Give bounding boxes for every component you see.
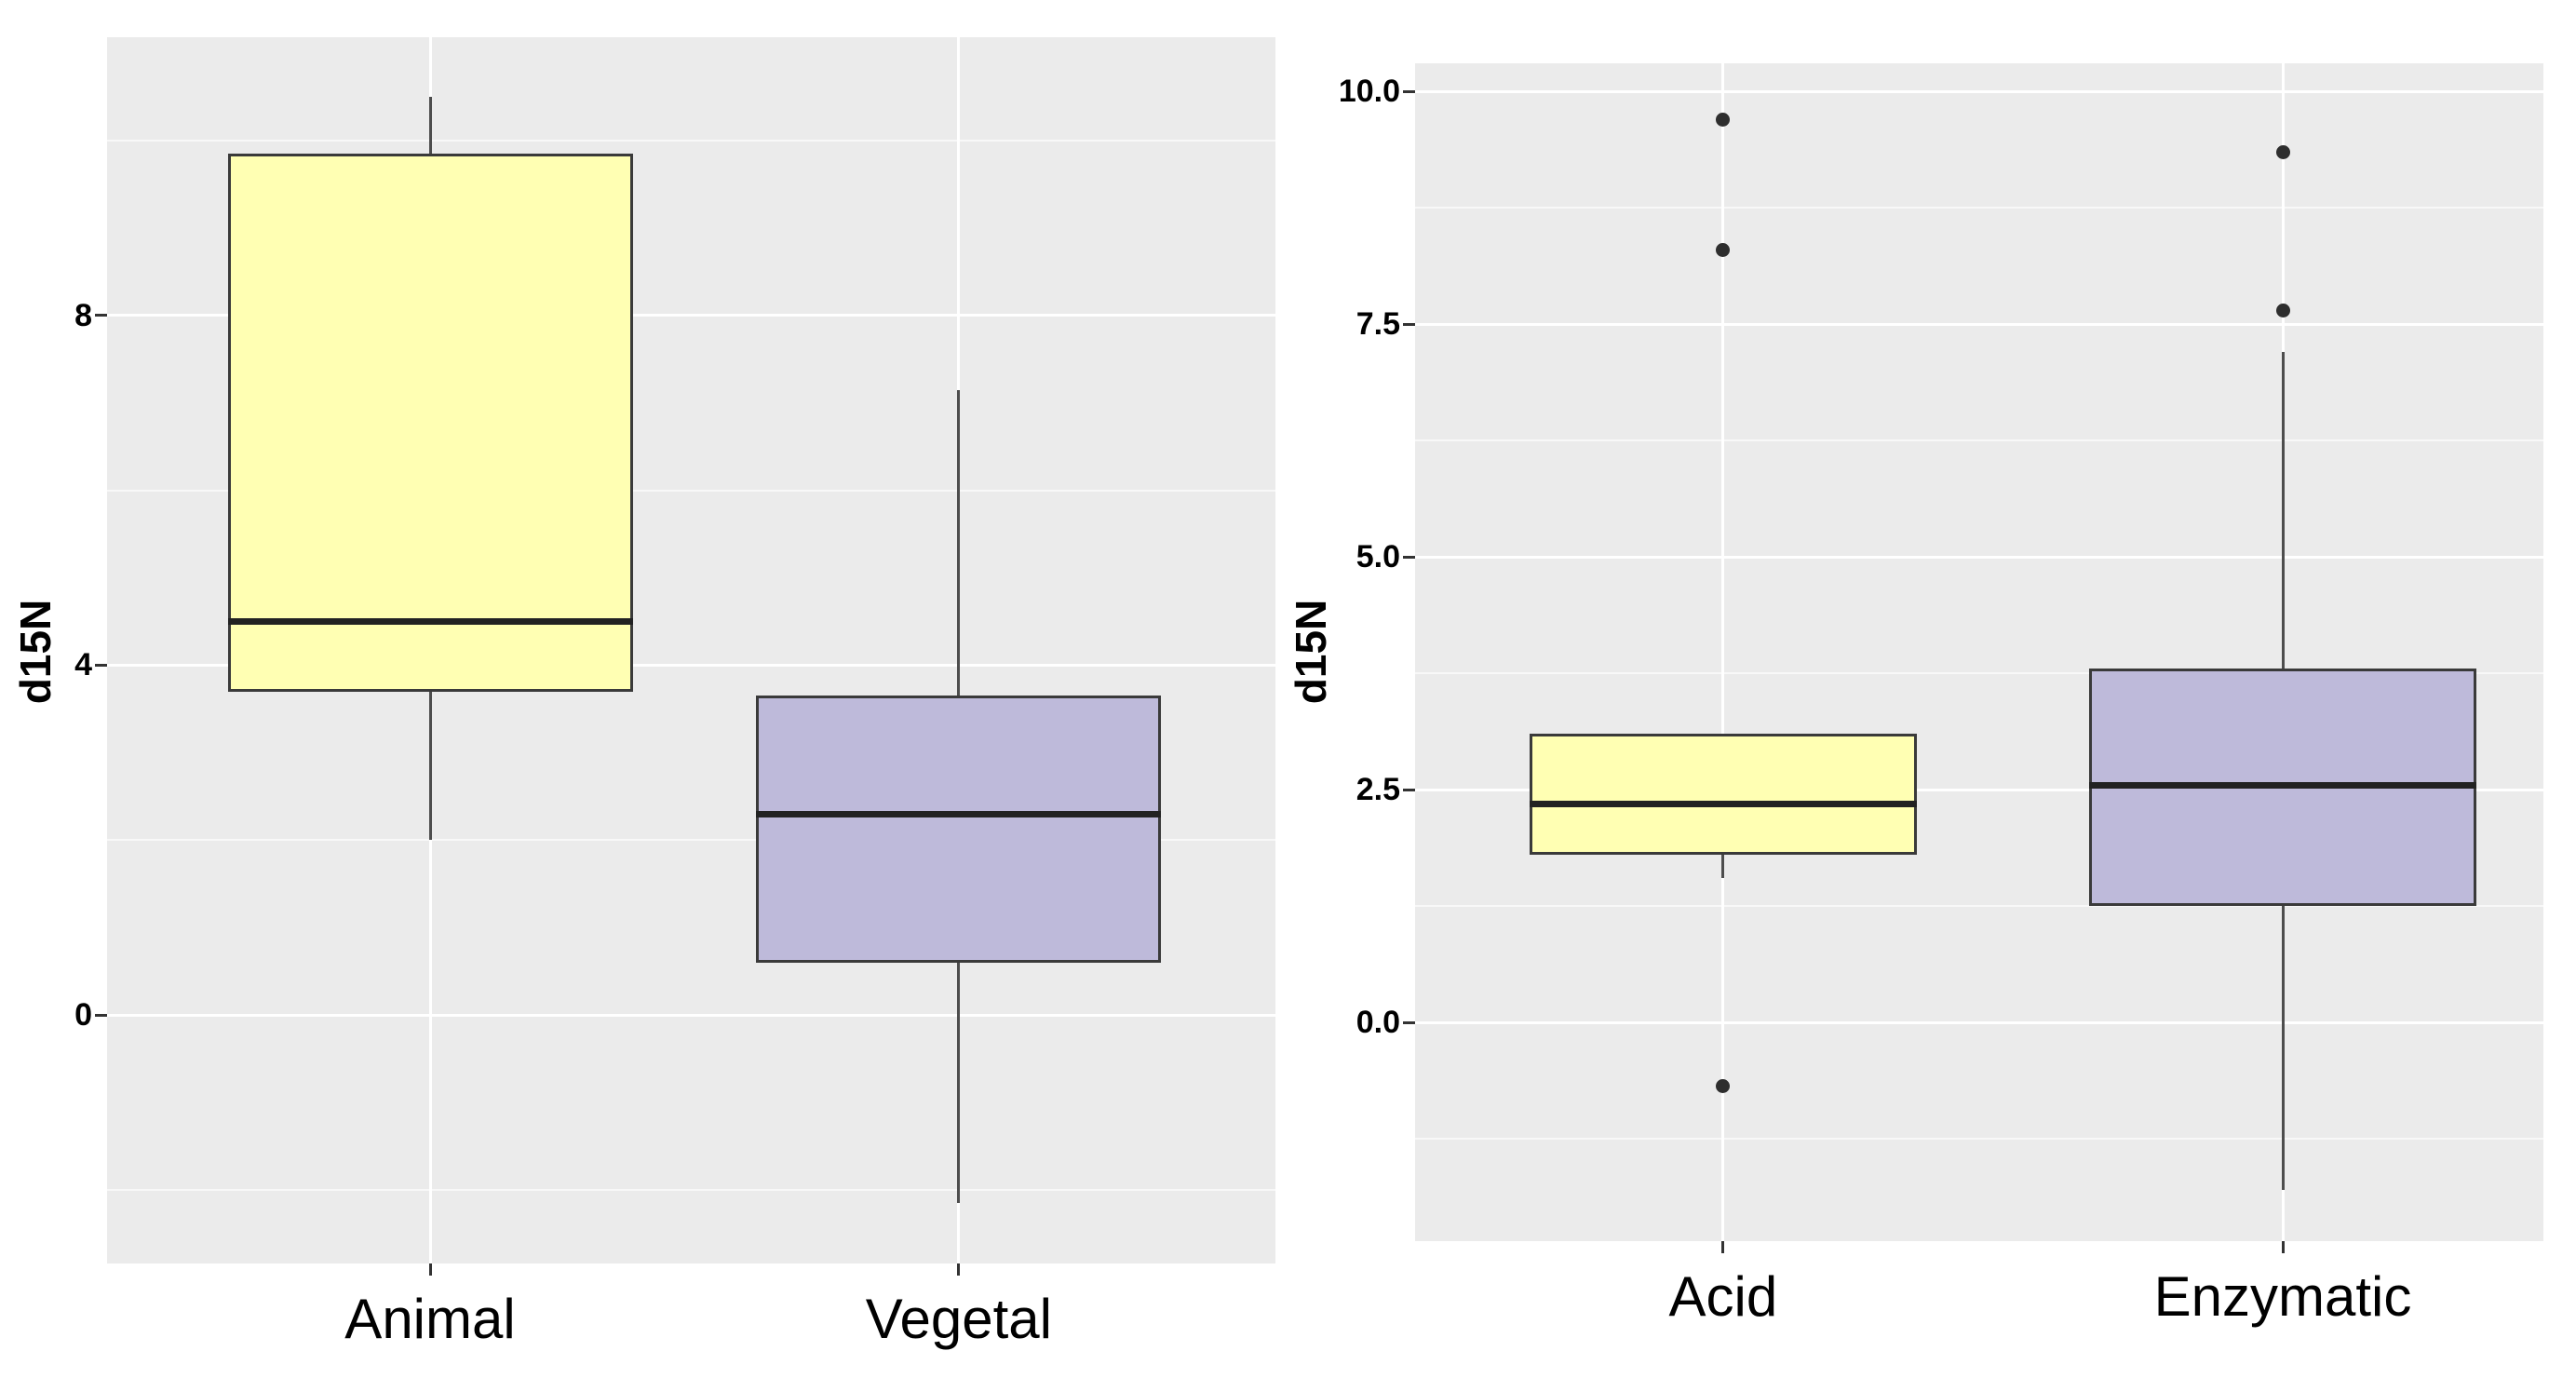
y-axis-title: d15N [1287,599,1335,705]
y-tick-mark [1403,1020,1415,1024]
y-tick-mark [1403,555,1415,559]
gridline-major [107,663,1275,667]
y-tick-label: 4 [74,647,92,683]
x-category-label: Acid [1668,1265,1778,1328]
plot-panel [1415,63,2543,1241]
plot-panel [107,37,1275,1263]
y-tick-mark [95,663,107,667]
gridline-major [107,1013,1275,1017]
gridline-minor [107,839,1275,842]
gridline-minor [1415,207,2543,209]
median-line [1529,800,1917,807]
gridline-major [107,314,1275,317]
gridline-minor [1415,905,2543,907]
y-tick-label: 2.5 [1355,772,1400,807]
x-tick-mark [1721,1241,1725,1253]
outlier-point [1716,112,1731,127]
gridline-major [1415,322,2543,326]
x-tick-mark [2281,1241,2285,1253]
gridline-minor [107,139,1275,142]
gridline-major [1415,1020,2543,1024]
outlier-point [1716,1078,1731,1093]
y-tick-label: 5.0 [1355,539,1400,574]
x-tick-mark [428,1263,432,1276]
x-category-label: Animal [344,1288,516,1350]
gridline-major [1415,89,2543,93]
median-line [756,810,1162,817]
gridline-minor [1415,1138,2543,1140]
outlier-point [2275,144,2290,159]
y-tick-label: 0.0 [1355,1005,1400,1040]
x-category-label: Vegetal [865,1288,1052,1350]
outlier-point [1716,242,1731,257]
gridline-major [1415,788,2543,791]
x-tick-mark [957,1263,961,1276]
gridline-minor [1415,439,2543,441]
gridline-minor [107,489,1275,492]
y-tick-mark [95,1013,107,1017]
y-tick-mark [1403,322,1415,326]
y-tick-mark [1403,788,1415,791]
gridline-major [1415,555,2543,559]
box [1529,734,1917,855]
y-tick-label: 8 [74,297,92,333]
x-category-label: Enzymatic [2153,1265,2412,1328]
category-gridline [1721,63,1725,1241]
median-line [2089,781,2477,789]
gridline-minor [1415,672,2543,674]
box [227,153,633,692]
gridline-minor [107,1189,1275,1192]
y-tick-label: 7.5 [1355,306,1400,342]
outlier-point [2275,303,2290,317]
y-tick-mark [95,314,107,317]
y-tick-mark [1403,89,1415,93]
box [756,696,1162,963]
median-line [227,618,633,625]
y-tick-label: 0 [74,997,92,1034]
y-tick-label: 10.0 [1338,74,1400,109]
